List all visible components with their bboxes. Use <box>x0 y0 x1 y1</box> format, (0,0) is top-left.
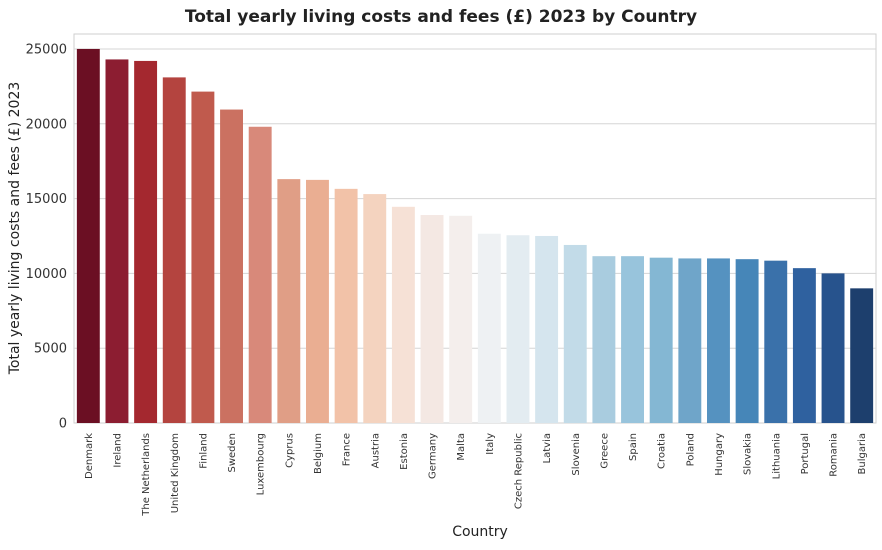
bar-denmark <box>76 48 100 423</box>
chart-title: Total yearly living costs and fees (£) 2… <box>185 7 697 27</box>
bar-poland <box>678 258 702 423</box>
x-tick-label: Sweden <box>227 433 238 473</box>
x-tick-label: Malta <box>456 433 467 461</box>
bar-sweden <box>220 109 243 423</box>
x-tick-label: Slovenia <box>571 433 582 476</box>
x-tick-label: Greece <box>599 433 610 469</box>
x-tick-label: Hungary <box>714 433 725 476</box>
y-tick-label: 10000 <box>26 267 67 282</box>
x-tick-label: Spain <box>628 433 639 461</box>
y-tick-label: 20000 <box>26 117 67 132</box>
x-tick-label: Finland <box>198 433 209 469</box>
x-tick-label: France <box>342 433 353 466</box>
bar-slovenia <box>563 244 587 423</box>
x-tick-label: Portugal <box>800 433 811 474</box>
x-axis-label: Country <box>452 524 508 540</box>
bars <box>76 48 874 423</box>
x-tick-label: Poland <box>685 433 696 466</box>
bar-the-netherlands <box>134 60 158 423</box>
y-axis-label: Total yearly living costs and fees (£) 2… <box>7 82 23 376</box>
x-tick-label: Croatia <box>657 433 668 469</box>
x-tick-label: Germany <box>428 433 439 479</box>
x-tick-label: Latvia <box>542 433 553 463</box>
bar-luxembourg <box>248 126 272 423</box>
x-tick-label: Italy <box>485 433 496 455</box>
x-tick-label: Czech Republic <box>513 433 524 509</box>
bar-germany <box>420 215 444 423</box>
bar-latvia <box>535 235 559 423</box>
x-tick-label: Cyprus <box>284 433 295 468</box>
bar-malta <box>449 215 473 423</box>
bar-belgium <box>306 179 329 423</box>
x-tick-label: The Netherlands <box>141 433 152 517</box>
x-tick-label: Denmark <box>84 433 95 479</box>
bar-finland <box>191 91 215 423</box>
x-tick-label: Bulgaria <box>857 433 868 474</box>
bar-hungary <box>707 258 730 423</box>
x-tick-label: Romania <box>829 433 840 477</box>
bar-czech-republic <box>506 235 530 423</box>
bar-lithuania <box>764 260 788 423</box>
bar-portugal <box>792 268 816 423</box>
x-tick-label: Lithuania <box>771 433 782 479</box>
x-tick-label: Ireland <box>112 433 123 468</box>
bar-united-kingdom <box>162 77 186 423</box>
bar-bulgaria <box>850 288 874 423</box>
x-tick-label: Slovakia <box>743 433 754 475</box>
y-tick-label: 5000 <box>34 342 67 357</box>
bar-croatia <box>649 257 673 423</box>
x-tick-label: Belgium <box>313 433 324 474</box>
y-tick-label: 0 <box>59 417 67 432</box>
bar-romania <box>821 273 845 423</box>
x-tick-label: Estonia <box>399 433 410 470</box>
x-tick-label: Austria <box>370 433 381 468</box>
bar-greece <box>592 256 616 423</box>
bar-spain <box>621 256 644 423</box>
bar-slovakia <box>735 259 759 423</box>
y-axis-ticks: 0 5000 10000 15000 20000 25000 <box>26 42 67 431</box>
x-axis-ticks: Denmark Ireland The Netherlands United King… <box>84 433 868 517</box>
x-tick-label: Luxembourg <box>256 433 267 495</box>
bar-ireland <box>105 59 129 423</box>
bar-france <box>334 188 358 423</box>
y-tick-label: 25000 <box>26 42 67 57</box>
bar-austria <box>363 194 387 423</box>
y-tick-label: 15000 <box>26 192 67 207</box>
bar-estonia <box>391 206 415 423</box>
bar-cyprus <box>277 179 301 423</box>
x-tick-label: United Kingdom <box>170 433 181 513</box>
bar-italy <box>477 233 501 423</box>
